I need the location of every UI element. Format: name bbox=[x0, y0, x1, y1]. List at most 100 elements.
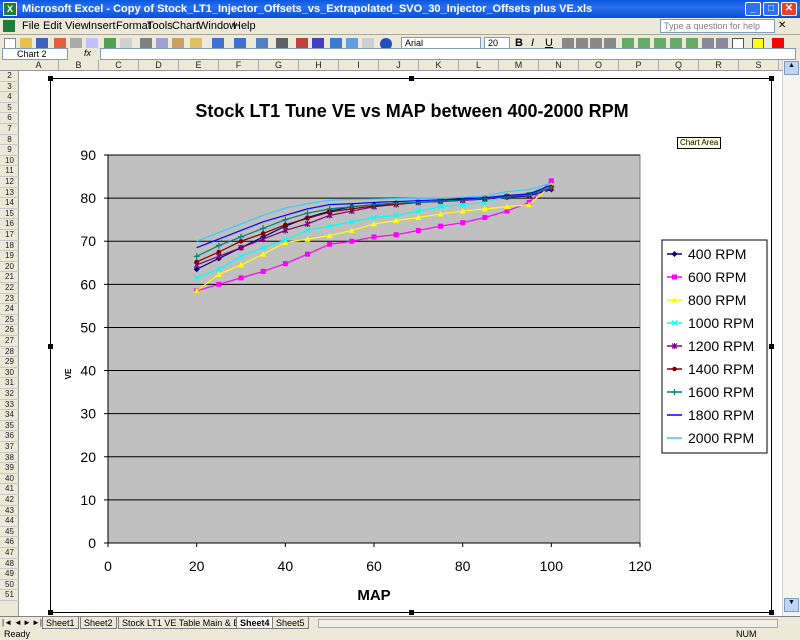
column-header[interactable]: N bbox=[539, 60, 579, 71]
merge-center-icon[interactable] bbox=[604, 38, 616, 50]
format-painter-icon[interactable] bbox=[190, 38, 202, 50]
close-icon[interactable]: ✕ bbox=[781, 2, 797, 16]
row-header[interactable]: 41 bbox=[0, 484, 19, 495]
row-header[interactable]: 29 bbox=[0, 357, 19, 368]
column-header[interactable]: I bbox=[339, 60, 379, 71]
row-header[interactable]: 17 bbox=[0, 230, 19, 241]
close-workbook-icon[interactable]: ✕ bbox=[778, 20, 787, 31]
column-header[interactable]: B bbox=[59, 60, 99, 71]
row-header[interactable]: 18 bbox=[0, 241, 19, 252]
row-header[interactable]: 44 bbox=[0, 516, 19, 527]
row-header[interactable]: 7 bbox=[0, 124, 19, 135]
row-header[interactable]: 35 bbox=[0, 421, 19, 432]
row-header[interactable]: 11 bbox=[0, 166, 19, 177]
resize-handle-b[interactable] bbox=[409, 610, 414, 615]
row-header[interactable]: 45 bbox=[0, 527, 19, 538]
resize-handle-l[interactable] bbox=[48, 344, 53, 349]
column-header[interactable]: S bbox=[739, 60, 779, 71]
excel-app-icon[interactable]: X bbox=[3, 2, 17, 16]
currency-icon[interactable] bbox=[622, 38, 634, 50]
zoom-icon[interactable] bbox=[362, 38, 374, 50]
percent-icon[interactable] bbox=[638, 38, 650, 50]
row-header[interactable]: 51 bbox=[0, 590, 19, 601]
resize-handle-bl[interactable] bbox=[48, 610, 53, 615]
column-header[interactable]: Q bbox=[659, 60, 699, 71]
align-right-icon[interactable] bbox=[590, 38, 602, 50]
column-header[interactable]: O bbox=[579, 60, 619, 71]
row-header[interactable]: 19 bbox=[0, 251, 19, 262]
decrease-decimal-icon[interactable] bbox=[686, 38, 698, 50]
column-header[interactable]: M bbox=[499, 60, 539, 71]
row-header[interactable]: 38 bbox=[0, 453, 19, 464]
underline-button[interactable]: U bbox=[545, 37, 553, 49]
row-header[interactable]: 4 bbox=[0, 92, 19, 103]
sort-descending-icon[interactable] bbox=[312, 38, 324, 50]
row-header[interactable]: 14 bbox=[0, 198, 19, 209]
tab-scroll-next-icon[interactable]: ► bbox=[23, 618, 31, 627]
align-left-icon[interactable] bbox=[562, 38, 574, 50]
redo-icon[interactable] bbox=[234, 38, 246, 50]
row-header[interactable]: 10 bbox=[0, 156, 19, 167]
column-header[interactable]: E bbox=[179, 60, 219, 71]
font-name-select[interactable]: Arial bbox=[401, 37, 481, 50]
row-header[interactable]: 24 bbox=[0, 304, 19, 315]
row-header[interactable]: 16 bbox=[0, 219, 19, 230]
save-icon[interactable] bbox=[36, 38, 48, 50]
menu-chart[interactable]: Chart bbox=[172, 20, 199, 32]
row-header[interactable]: 32 bbox=[0, 389, 19, 400]
row-header[interactable]: 27 bbox=[0, 336, 19, 347]
resize-handle-r[interactable] bbox=[769, 344, 774, 349]
sheet-tab[interactable]: Sheet4 bbox=[236, 617, 274, 629]
workbook-icon[interactable] bbox=[3, 20, 15, 32]
sheet-tab[interactable]: Stock LT1 VE Table Main & Ext bbox=[118, 617, 251, 629]
row-header[interactable]: 42 bbox=[0, 495, 19, 506]
hyperlink-icon[interactable] bbox=[256, 38, 268, 50]
column-header[interactable]: K bbox=[419, 60, 459, 71]
row-header[interactable]: 5 bbox=[0, 103, 19, 114]
row-header[interactable]: 9 bbox=[0, 145, 19, 156]
help-icon[interactable] bbox=[380, 38, 392, 50]
row-header[interactable]: 30 bbox=[0, 368, 19, 379]
chart-area[interactable]: Stock LT1 Tune VE vs MAP between 400-200… bbox=[48, 76, 774, 615]
menu-file[interactable]: File bbox=[22, 20, 40, 32]
menu-format[interactable]: Format bbox=[116, 20, 151, 32]
row-header[interactable]: 15 bbox=[0, 209, 19, 220]
drawing-icon[interactable] bbox=[346, 38, 358, 50]
row-header[interactable]: 6 bbox=[0, 113, 19, 124]
print-preview-icon[interactable] bbox=[86, 38, 98, 50]
increase-decimal-icon[interactable] bbox=[670, 38, 682, 50]
menu-insert[interactable]: Insert bbox=[88, 20, 116, 32]
vertical-scrollbar[interactable]: ▲ ▼ bbox=[782, 60, 800, 616]
sheet-tab[interactable]: Sheet2 bbox=[80, 617, 117, 629]
column-header[interactable]: G bbox=[259, 60, 299, 71]
row-header[interactable]: 22 bbox=[0, 283, 19, 294]
column-header[interactable]: J bbox=[379, 60, 419, 71]
row-header[interactable]: 40 bbox=[0, 474, 19, 485]
menu-window[interactable]: Window bbox=[198, 20, 238, 32]
menu-edit[interactable]: Edit bbox=[43, 20, 62, 32]
align-center-icon[interactable] bbox=[576, 38, 588, 50]
column-header[interactable]: F bbox=[219, 60, 259, 71]
row-header[interactable]: 33 bbox=[0, 400, 19, 411]
resize-handle-tr[interactable] bbox=[769, 76, 774, 81]
column-header[interactable]: H bbox=[299, 60, 339, 71]
row-header[interactable]: 37 bbox=[0, 442, 19, 453]
maximize-icon[interactable]: □ bbox=[763, 2, 779, 16]
column-header[interactable]: L bbox=[459, 60, 499, 71]
column-header[interactable]: A bbox=[19, 60, 59, 71]
comma-style-icon[interactable] bbox=[654, 38, 666, 50]
open-icon[interactable] bbox=[20, 38, 32, 50]
row-header[interactable]: 2 bbox=[0, 71, 19, 82]
row-header[interactable]: 8 bbox=[0, 135, 19, 146]
increase-indent-icon[interactable] bbox=[716, 38, 728, 50]
column-header[interactable]: R bbox=[699, 60, 739, 71]
italic-button[interactable]: I bbox=[531, 37, 535, 49]
row-header[interactable]: 34 bbox=[0, 410, 19, 421]
row-header[interactable]: 28 bbox=[0, 347, 19, 358]
help-search-input[interactable]: Type a question for help bbox=[660, 19, 775, 33]
row-header[interactable]: 31 bbox=[0, 378, 19, 389]
minimize-icon[interactable]: _ bbox=[745, 2, 761, 16]
row-header[interactable]: 39 bbox=[0, 463, 19, 474]
row-header[interactable]: 3 bbox=[0, 82, 19, 93]
name-box[interactable]: Chart 2 bbox=[2, 48, 68, 60]
